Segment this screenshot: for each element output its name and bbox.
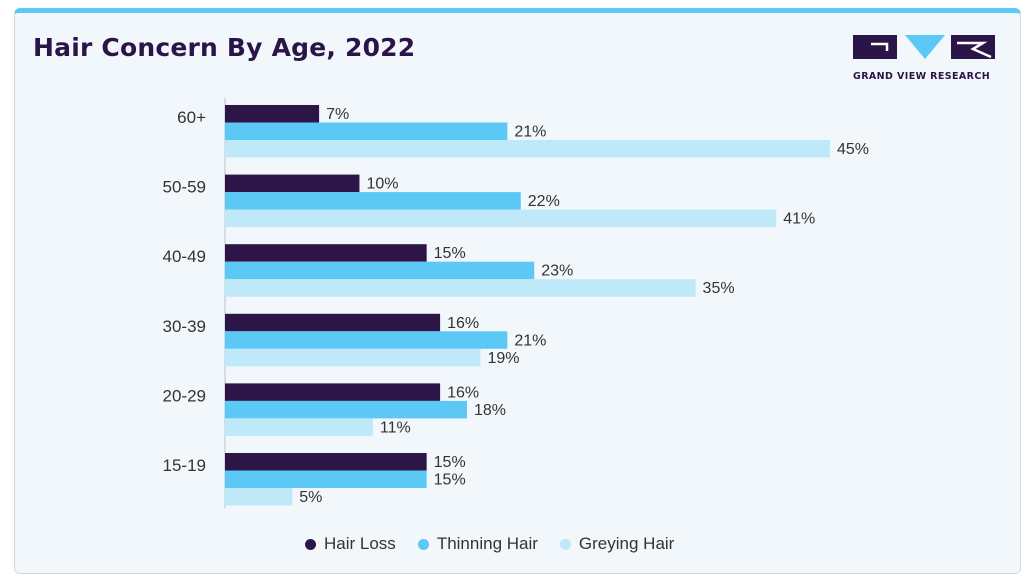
chart-legend: Hair Loss Thinning Hair Greying Hair	[305, 534, 674, 554]
category-label: 30-39	[163, 317, 206, 336]
data-label-greying-hair: 35%	[703, 280, 735, 297]
logo-text: GRAND VIEW RESEARCH	[853, 71, 991, 82]
legend-swatch-thinning-hair	[417, 538, 429, 550]
category-label: 50-59	[163, 178, 206, 197]
data-label-hair-loss: 16%	[447, 315, 479, 332]
bar-greying-hair	[225, 209, 777, 228]
bar-greying-hair	[225, 488, 293, 506]
data-label-greying-hair: 19%	[487, 350, 519, 367]
data-label-thinning-hair: 18%	[474, 402, 506, 419]
data-label-hair-loss: 7%	[326, 106, 349, 123]
data-label-greying-hair: 5%	[299, 489, 322, 506]
bar-thinning-hair	[225, 261, 535, 280]
bar-hair-loss	[225, 453, 427, 471]
category-label: 60+	[177, 108, 206, 127]
data-label-greying-hair: 11%	[380, 419, 411, 436]
bar-greying-hair	[225, 279, 696, 297]
bar-thinning-hair	[225, 470, 427, 488]
legend-label-thinning-hair: Thinning Hair	[436, 534, 538, 553]
legend-swatch-greying-hair	[559, 538, 571, 550]
grand-view-research-logo: GRAND VIEW RESEARCH	[853, 35, 998, 85]
bar-greying-hair	[225, 418, 373, 436]
legend-swatch-hair-loss	[305, 538, 316, 550]
bar-greying-hair	[225, 140, 830, 158]
bar-greying-hair	[225, 348, 481, 367]
data-label-greying-hair: 45%	[837, 141, 869, 158]
bar-thinning-hair	[225, 122, 508, 140]
bar-thinning-hair	[225, 192, 521, 210]
bar-hair-loss	[225, 174, 360, 193]
data-label-hair-loss: 15%	[434, 245, 466, 262]
chart-title: Hair Concern By Age, 2022	[33, 33, 416, 62]
data-label-thinning-hair: 21%	[514, 124, 546, 141]
bar-hair-loss	[225, 244, 427, 262]
bar-thinning-hair	[225, 400, 467, 419]
data-label-hair-loss: 15%	[434, 454, 466, 471]
category-label: 15-19	[163, 456, 206, 475]
data-label-hair-loss: 16%	[447, 384, 479, 401]
category-label: 40-49	[163, 247, 206, 266]
bar-hair-loss	[225, 383, 441, 401]
bar-hair-loss	[225, 313, 441, 332]
data-label-thinning-hair: 23%	[541, 263, 573, 280]
bar-thinning-hair	[225, 331, 508, 349]
data-label-thinning-hair: 22%	[528, 193, 560, 210]
gvr-logo-mark	[853, 35, 995, 59]
data-label-thinning-hair: 21%	[514, 332, 546, 349]
legend-item-greying-hair: Greying Hair	[559, 534, 675, 554]
legend-label-hair-loss: Hair Loss	[324, 534, 396, 553]
legend-item-thinning-hair: Thinning Hair	[417, 534, 538, 554]
bar-hair-loss	[225, 105, 320, 123]
data-label-hair-loss: 10%	[366, 176, 398, 193]
data-label-thinning-hair: 15%	[434, 472, 466, 489]
legend-item-hair-loss: Hair Loss	[305, 534, 396, 554]
category-label: 20-29	[163, 386, 206, 405]
legend-label-greying-hair: Greying Hair	[578, 534, 675, 553]
data-label-greying-hair: 41%	[783, 211, 815, 228]
